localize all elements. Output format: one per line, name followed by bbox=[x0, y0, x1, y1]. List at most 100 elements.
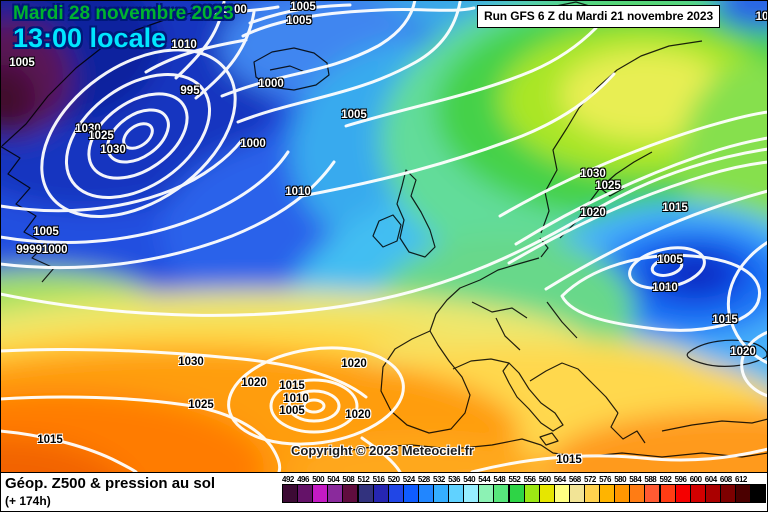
scale-swatch bbox=[282, 484, 299, 503]
scale-tick: 532 bbox=[433, 475, 445, 484]
pressure-label: 1030 bbox=[75, 123, 101, 135]
scale-tick: 512 bbox=[357, 475, 370, 484]
scale-swatch bbox=[493, 484, 510, 503]
scale-swatch bbox=[402, 484, 419, 503]
scale-swatch bbox=[538, 484, 555, 503]
pressure-label: 1010 bbox=[285, 186, 311, 198]
scale-tick: 540 bbox=[463, 475, 476, 484]
scale-tick: 560 bbox=[538, 475, 551, 484]
scale-tick: 536 bbox=[448, 475, 460, 484]
geopotential-field-canvas bbox=[0, 0, 768, 472]
pressure-label: 1010 bbox=[652, 282, 678, 294]
pressure-label: 1020 bbox=[341, 358, 367, 370]
scale-swatch bbox=[463, 484, 480, 503]
scale-swatch bbox=[448, 484, 465, 503]
legend-bar: Géop. Z500 & pression au sol (+ 174h) 49… bbox=[0, 472, 768, 513]
scale-swatch bbox=[553, 484, 570, 503]
scale-swatch bbox=[433, 484, 450, 503]
weather-map: 1005 1005 1000 1010 1005 10 1000 995 1005 1030 102… bbox=[0, 0, 768, 472]
scale-tick: 508 bbox=[342, 475, 355, 484]
scale-swatch bbox=[523, 484, 540, 503]
scale-tick: 492 bbox=[282, 475, 294, 484]
pressure-label: 1015 bbox=[279, 380, 305, 392]
scale-tick: 612 bbox=[735, 475, 747, 484]
pressure-label: 1015 bbox=[712, 314, 738, 326]
scale-tick: 596 bbox=[674, 475, 687, 484]
pressure-label: 1010 bbox=[171, 39, 197, 51]
scale-swatch bbox=[508, 484, 525, 503]
pressure-label: 1000 bbox=[258, 78, 284, 90]
scale-tick: 572 bbox=[584, 475, 596, 484]
scale-tick: 592 bbox=[659, 475, 672, 484]
scale-swatch bbox=[387, 484, 404, 503]
scale-tick: 524 bbox=[402, 475, 415, 484]
scale-swatch bbox=[629, 484, 646, 503]
pressure-label: 1030 bbox=[580, 168, 606, 180]
scale-swatch bbox=[735, 484, 752, 503]
pressure-label: 1005 bbox=[286, 15, 312, 27]
scale-tick: 552 bbox=[508, 475, 521, 484]
pressure-label: 1005 bbox=[279, 405, 305, 417]
pressure-label: 1020 bbox=[345, 409, 371, 421]
pressure-label: 1025 bbox=[88, 130, 114, 142]
time-text: 13:00 locale bbox=[13, 22, 167, 53]
pressure-label: 1030 bbox=[178, 356, 204, 368]
scale-tick: 580 bbox=[614, 475, 627, 484]
pressure-label: 1015 bbox=[37, 434, 63, 446]
pressure-label: 99991000 bbox=[16, 244, 68, 256]
scale-swatch bbox=[357, 484, 374, 503]
pressure-label: 1025 bbox=[595, 180, 621, 192]
pressure-labels-layer: 1005 1005 1000 1010 1005 10 1000 995 1005 1030 102… bbox=[9, 1, 768, 466]
scale-swatch bbox=[478, 484, 495, 503]
scale-swatch bbox=[614, 484, 631, 503]
scale-swatch bbox=[689, 484, 706, 503]
model-run-box: Run GFS 6 Z du Mardi 21 novembre 2023 bbox=[477, 5, 721, 28]
scale-swatch bbox=[659, 484, 676, 503]
scale-swatch bbox=[599, 484, 616, 503]
scale-tick: 544 bbox=[478, 475, 491, 484]
scale-swatch bbox=[372, 484, 389, 503]
datetime-overlay: Mardi 28 novembre 2023 13:00 locale bbox=[13, 3, 234, 53]
pressure-label: 1000 bbox=[221, 4, 247, 16]
scale-tick: 588 bbox=[644, 475, 657, 484]
scale-swatch bbox=[674, 484, 691, 503]
scale-tick: 504 bbox=[327, 475, 340, 484]
forecast-hour: (+ 174h) bbox=[5, 494, 51, 508]
pressure-label: 1020 bbox=[730, 346, 756, 358]
date-text: Mardi 28 novembre 2023 bbox=[13, 3, 234, 24]
scale-tick: 608 bbox=[719, 475, 732, 484]
color-scale: 492 496 500 504 508 512 516 520 524 528 532 536 540 5… bbox=[282, 473, 768, 513]
pressure-label: 1020 bbox=[580, 207, 606, 219]
copyright-text: Copyright © 2023 Meteociel.fr bbox=[291, 443, 474, 458]
pressure-label: 1005 bbox=[290, 1, 316, 13]
scale-tick: 584 bbox=[629, 475, 642, 484]
isobars bbox=[0, 0, 768, 472]
pressure-label: 1005 bbox=[341, 109, 367, 121]
pressure-label: 995 bbox=[180, 85, 200, 97]
pressure-label: 1005 bbox=[33, 226, 59, 238]
scale-tick: 576 bbox=[599, 475, 611, 484]
scale-tick: 556 bbox=[523, 475, 536, 484]
coastlines bbox=[0, 1, 768, 458]
scale-tick: 600 bbox=[689, 475, 702, 484]
pressure-label: 1020 bbox=[241, 377, 267, 389]
pressure-label: 1015 bbox=[556, 454, 582, 466]
scale-swatch bbox=[417, 484, 434, 503]
pressure-label: 1030 bbox=[100, 144, 126, 156]
scale-tick: 516 bbox=[372, 475, 385, 484]
scale-swatch bbox=[327, 484, 344, 503]
scale-swatch bbox=[704, 484, 721, 503]
legend-title: Géop. Z500 & pression au sol bbox=[5, 475, 216, 492]
scale-swatch bbox=[719, 484, 736, 503]
pressure-label: 10 bbox=[755, 11, 768, 23]
pressure-label: 1025 bbox=[188, 399, 214, 411]
scale-swatch bbox=[584, 484, 601, 503]
scale-swatch bbox=[297, 484, 314, 503]
scale-swatch bbox=[568, 484, 585, 503]
pressure-label: 1005 bbox=[9, 57, 35, 69]
pressure-label: 1015 bbox=[662, 202, 688, 214]
scale-tick: 568 bbox=[568, 475, 581, 484]
scale-swatch bbox=[342, 484, 359, 503]
pressure-label: 1005 bbox=[657, 254, 683, 266]
